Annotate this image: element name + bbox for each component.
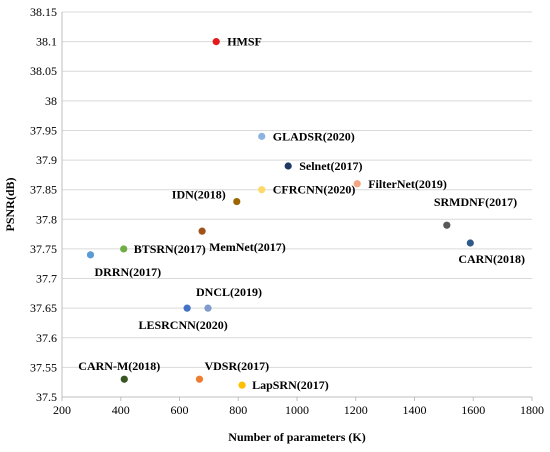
point-label: SRMDNF(2017) (434, 195, 517, 209)
data-point (183, 304, 191, 312)
data-point (443, 221, 451, 229)
point-label: FilterNet(2019) (368, 177, 447, 191)
point-label: DNCL(2019) (196, 285, 262, 299)
y-tick-label: 38.05 (30, 64, 57, 78)
data-point (198, 227, 206, 235)
x-axis-title: Number of parameters (K) (228, 430, 365, 444)
point-label: BTSRN(2017) (134, 242, 206, 256)
y-tick-label: 37.5 (36, 390, 57, 404)
point-label: CARN-M(2018) (78, 359, 160, 373)
x-tick-label: 800 (229, 403, 247, 417)
x-tick-label: 600 (171, 403, 189, 417)
point-label: HMSF (227, 35, 262, 49)
y-tick-label: 37.9 (36, 153, 57, 167)
y-tick-label: 37.75 (30, 242, 57, 256)
point-label: IDN(2018) (172, 188, 226, 202)
data-point (353, 180, 361, 188)
y-tick-label: 37.65 (30, 301, 57, 315)
y-axis-title: PSNR(dB) (3, 177, 17, 231)
grid-lines (62, 11, 532, 368)
data-point (195, 375, 204, 383)
data-point (238, 381, 246, 389)
y-tick-label: 38 (45, 94, 57, 108)
point-label: CFRCNN(2020) (273, 183, 356, 197)
point-label: VDSR(2017) (204, 359, 269, 373)
data-point (233, 197, 241, 206)
y-tick-label: 37.55 (30, 360, 57, 374)
x-tick-label: 1800 (520, 403, 544, 417)
point-label: LESRCNN(2020) (138, 318, 227, 332)
y-tick-label: 37.7 (36, 272, 57, 286)
x-tick-label: 1000 (285, 403, 309, 417)
data-labels: HMSF GLADSR(2020) Selnet(2017) FilterNet(20… (78, 35, 525, 393)
point-label: MemNet(2017) (209, 240, 286, 254)
y-tick-label: 37.85 (30, 183, 57, 197)
axes: 37.5 37.55 37.6 37.65 37.7 37.75 37.8 37.85 37.9… (30, 5, 544, 417)
y-tick-label: 37.6 (36, 331, 57, 345)
data-point (466, 239, 474, 247)
point-label: LapSRN(2017) (252, 378, 329, 392)
point-label: Selnet(2017) (299, 159, 362, 173)
point-label: CARN(2018) (458, 252, 525, 266)
y-tick-label: 38.1 (36, 35, 57, 49)
x-tick-label: 1400 (403, 403, 427, 417)
data-point (86, 251, 95, 259)
data-point (120, 375, 128, 383)
x-tick-label: 1600 (461, 403, 485, 417)
data-point (258, 132, 266, 140)
data-point (212, 38, 220, 46)
point-label: DRRN(2017) (94, 265, 161, 279)
data-point (258, 186, 266, 194)
y-tick-label: 38.15 (30, 5, 57, 19)
data-point (204, 304, 212, 312)
data-points (86, 38, 474, 389)
x-tick-label: 400 (112, 403, 130, 417)
y-tick-label: 37.8 (36, 212, 57, 226)
point-label: GLADSR(2020) (273, 129, 355, 143)
data-point (284, 162, 292, 170)
x-tick-label: 200 (53, 403, 71, 417)
y-tick-label: 37.95 (30, 123, 57, 137)
x-tick-label: 1200 (344, 403, 368, 417)
data-point (120, 245, 128, 253)
